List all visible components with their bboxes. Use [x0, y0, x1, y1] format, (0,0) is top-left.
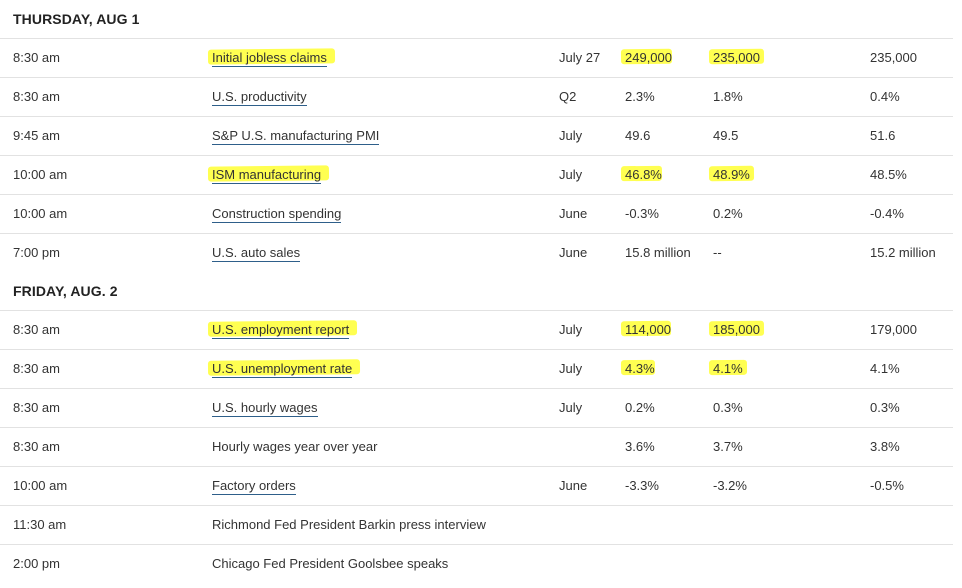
report-cell: Richmond Fed President Barkin press inte… — [212, 506, 486, 544]
actual-value: 46.8% — [625, 167, 662, 182]
median-forecast: 3.7% — [713, 439, 743, 454]
report-cell: U.S. auto sales — [212, 234, 301, 272]
report-cell: Chicago Fed President Goolsbee speaks — [212, 545, 448, 583]
report-link[interactable]: U.S. hourly wages — [212, 400, 318, 417]
event-time: 8:30 am — [13, 361, 60, 376]
calendar-row: 11:30 am Richmond Fed President Barkin pr… — [0, 505, 953, 544]
report-link[interactable]: Factory orders — [212, 478, 296, 495]
median-forecast: -- — [713, 245, 722, 260]
period: July — [559, 400, 583, 415]
previous-value: -0.5% — [870, 478, 904, 493]
calendar-row: 10:00 am Construction spending June -0.3% 0.… — [0, 194, 953, 233]
calendar-row: 8:30 am U.S. employment report July 114,000… — [0, 310, 953, 349]
event-time: 11:30 am — [13, 517, 67, 532]
period: July — [559, 361, 583, 376]
calendar-row: 10:00 am Factory orders June -3.3% -3.2% -0.5… — [0, 466, 953, 505]
report-name: Richmond Fed President Barkin press inte… — [212, 517, 486, 532]
calendar-row: 7:00 pm U.S. auto sales June 15.8 million --… — [0, 233, 953, 272]
previous-value: 51.6 — [870, 128, 896, 143]
previous-value: 235,000 — [870, 50, 917, 65]
calendar-row: 2:00 pm Chicago Fed President Goolsbee sp… — [0, 544, 953, 583]
actual-value: 15.8 million — [625, 245, 691, 260]
report-cell: Hourly wages year over year — [212, 428, 377, 466]
calendar-row: 8:30 am U.S. productivity Q2 2.3% 1.8% 0.4% — [0, 77, 953, 116]
event-time: 10:00 am — [13, 478, 68, 493]
day-header: FRIDAY, AUG. 2 — [13, 283, 118, 299]
report-link[interactable]: U.S. employment report — [212, 322, 350, 339]
event-time: 8:30 am — [13, 50, 60, 65]
previous-value: 3.8% — [870, 439, 900, 454]
report-cell: U.S. productivity — [212, 78, 307, 116]
report-cell: ISM manufacturing — [212, 156, 322, 194]
event-time: 2:00 pm — [13, 556, 60, 571]
median-forecast: 235,000 — [713, 50, 760, 65]
event-time: 10:00 am — [13, 206, 68, 221]
calendar-row: 8:30 am U.S. unemployment rate July 4.3% 4.1… — [0, 349, 953, 388]
report-link[interactable]: U.S. unemployment rate — [212, 361, 353, 378]
previous-value: 179,000 — [870, 322, 917, 337]
report-link[interactable]: U.S. productivity — [212, 89, 307, 106]
calendar-row: 9:45 am S&P U.S. manufacturing PMI July 49.… — [0, 116, 953, 155]
actual-value: 4.3% — [625, 361, 655, 376]
report-cell: Construction spending — [212, 195, 342, 233]
report-link[interactable]: U.S. auto sales — [212, 245, 301, 262]
median-forecast: 49.5 — [713, 128, 739, 143]
period: June — [559, 478, 588, 493]
median-forecast: 48.9% — [713, 167, 750, 182]
calendar-row: 10:00 am ISM manufacturing July 46.8% 48.9% 4… — [0, 155, 953, 194]
actual-value: -3.3% — [625, 478, 659, 493]
previous-value: -0.4% — [870, 206, 904, 221]
period: June — [559, 206, 588, 221]
report-cell: U.S. unemployment rate — [212, 350, 353, 388]
period: Q2 — [559, 89, 577, 104]
actual-value: 49.6 — [625, 128, 651, 143]
report-cell: Factory orders — [212, 467, 296, 505]
report-name: Hourly wages year over year — [212, 439, 378, 454]
report-link[interactable]: ISM manufacturing — [212, 167, 322, 184]
period: July — [559, 167, 583, 182]
event-time: 8:30 am — [13, 400, 60, 415]
previous-value: 4.1% — [870, 361, 900, 376]
period: July — [559, 128, 583, 143]
calendar-row: 8:30 am Initial jobless claims July 27 249,… — [0, 38, 953, 77]
previous-value: 48.5% — [870, 167, 907, 182]
report-link[interactable]: Initial jobless claims — [212, 50, 327, 67]
calendar-row: 8:30 am Hourly wages year over year 3.6% 3.… — [0, 427, 953, 466]
median-forecast: 0.2% — [713, 206, 743, 221]
report-cell: U.S. employment report — [212, 311, 350, 349]
report-link[interactable]: S&P U.S. manufacturing PMI — [212, 128, 380, 145]
actual-value: 2.3% — [625, 89, 655, 104]
period: June — [559, 245, 588, 260]
actual-value: 114,000 — [625, 322, 672, 337]
event-time: 10:00 am — [13, 167, 68, 182]
day-header: THURSDAY, AUG 1 — [13, 11, 140, 27]
previous-value: 0.3% — [870, 400, 900, 415]
event-time: 8:30 am — [13, 439, 60, 454]
median-forecast: -3.2% — [713, 478, 747, 493]
median-forecast: 1.8% — [713, 89, 743, 104]
event-time: 8:30 am — [13, 89, 60, 104]
median-forecast: 0.3% — [713, 400, 743, 415]
actual-value: -0.3% — [625, 206, 659, 221]
period: July 27 — [559, 50, 601, 65]
calendar-row: 8:30 am U.S. hourly wages July 0.2% 0.3% 0.3% — [0, 388, 953, 427]
report-cell: Initial jobless claims — [212, 39, 327, 77]
previous-value: 0.4% — [870, 89, 900, 104]
report-name: Chicago Fed President Goolsbee speaks — [212, 556, 449, 571]
median-forecast: 4.1% — [713, 361, 743, 376]
event-time: 8:30 am — [13, 322, 60, 337]
previous-value: 15.2 million — [870, 245, 936, 260]
event-time: 9:45 am — [13, 128, 60, 143]
report-cell: U.S. hourly wages — [212, 389, 318, 427]
actual-value: 249,000 — [625, 50, 672, 65]
median-forecast: 185,000 — [713, 322, 760, 337]
period: July — [559, 322, 583, 337]
event-time: 7:00 pm — [13, 245, 60, 260]
report-link[interactable]: Construction spending — [212, 206, 342, 223]
actual-value: 0.2% — [625, 400, 655, 415]
actual-value: 3.6% — [625, 439, 655, 454]
report-cell: S&P U.S. manufacturing PMI — [212, 117, 380, 155]
